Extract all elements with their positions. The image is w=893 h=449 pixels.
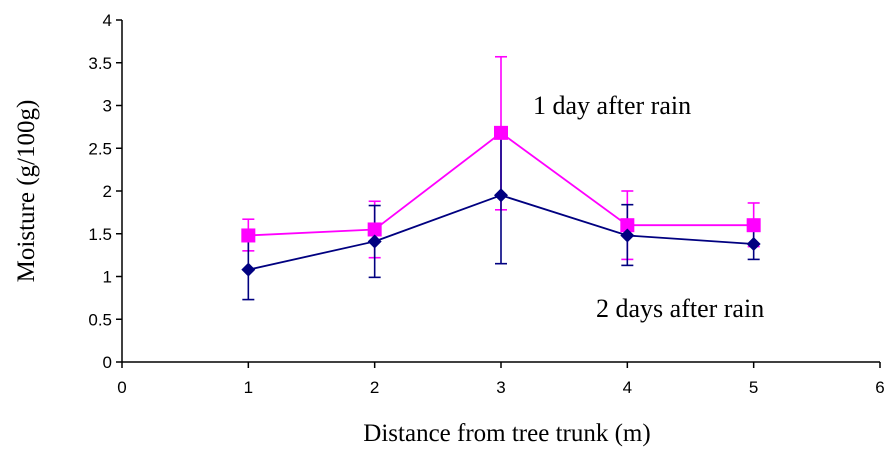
- x-tick-label: 0: [117, 378, 126, 397]
- y-tick-label: 2.5: [88, 139, 112, 158]
- data-point-2-days: [241, 262, 256, 277]
- x-axis-title: Distance from tree trunk (m): [363, 420, 650, 447]
- x-tick-label: 4: [623, 378, 632, 397]
- y-tick-label: 2: [103, 182, 112, 201]
- series-markers: [241, 125, 761, 277]
- y-tick-label: 0: [103, 353, 112, 372]
- data-point-1-day: [494, 125, 508, 140]
- tick-labels: 0 0.5 1 1.5 2 2.5 3 3.5 4 0 1 2 3 4 5 6: [88, 11, 884, 397]
- y-tick-label: 4: [103, 11, 112, 30]
- data-point-1-day: [241, 228, 256, 243]
- annotation-2-days-after-rain: 2 days after rain: [596, 294, 764, 323]
- data-point-1-day: [367, 222, 382, 237]
- data-point-2-days: [620, 228, 635, 243]
- data-point-2-days: [494, 188, 508, 203]
- y-tick-label: 1.5: [88, 225, 112, 244]
- axes: [116, 19, 881, 368]
- x-tick-label: 6: [875, 378, 884, 397]
- y-tick-label: 3.5: [88, 54, 112, 73]
- data-point-1-day: [746, 218, 761, 233]
- data-point-2-days: [367, 234, 382, 249]
- y-tick-label: 0.5: [88, 310, 112, 329]
- y-tick-label: 1: [103, 268, 112, 287]
- annotation-1-day-after-rain: 1 day after rain: [533, 91, 691, 120]
- data-point-1-day: [620, 218, 635, 233]
- x-tick-label: 1: [244, 378, 253, 397]
- x-tick-label: 5: [749, 378, 758, 397]
- x-tick-label: 2: [370, 378, 379, 397]
- y-axis-title: Moisture (g/100g): [13, 100, 40, 283]
- data-point-2-days: [746, 237, 761, 252]
- y-tick-label: 3: [103, 97, 112, 116]
- x-tick-label: 3: [496, 378, 505, 397]
